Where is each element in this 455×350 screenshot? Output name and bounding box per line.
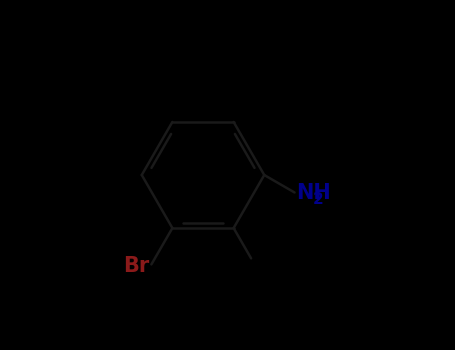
- Text: NH: NH: [296, 183, 331, 203]
- Text: 2: 2: [313, 192, 324, 207]
- Text: Br: Br: [123, 256, 150, 276]
